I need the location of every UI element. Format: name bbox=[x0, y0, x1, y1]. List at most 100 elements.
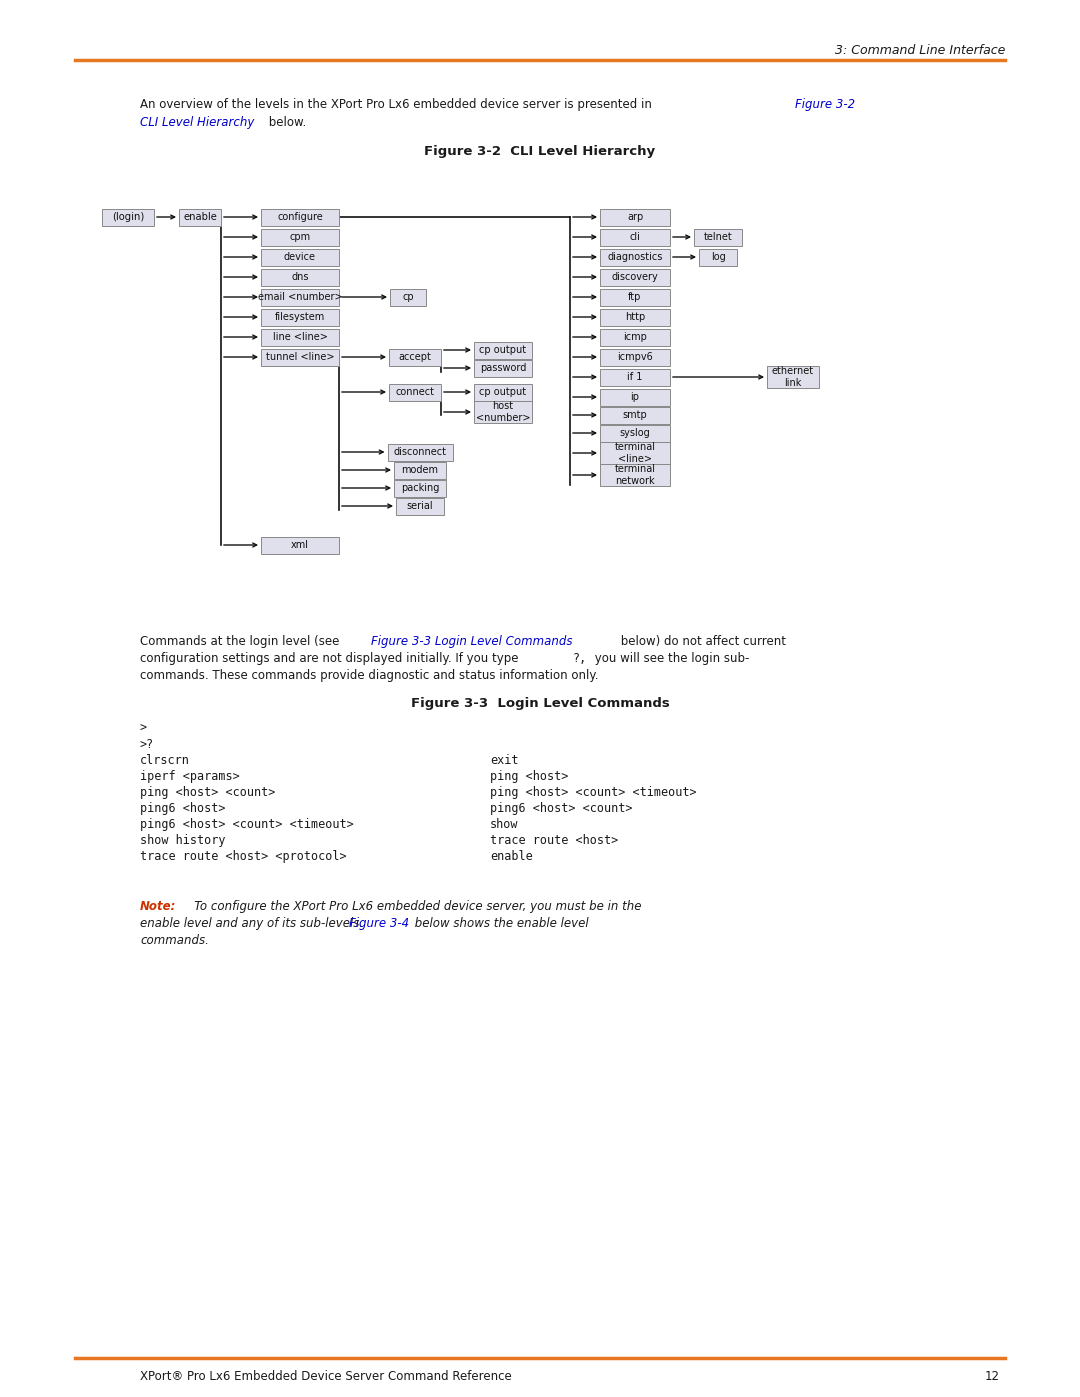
Bar bbox=[474, 359, 532, 377]
Bar bbox=[600, 208, 670, 225]
Bar bbox=[600, 249, 670, 265]
Text: syslog: syslog bbox=[620, 427, 650, 439]
Text: Figure 3-3 Login Level Commands: Figure 3-3 Login Level Commands bbox=[372, 636, 572, 648]
Text: ftp: ftp bbox=[629, 292, 642, 302]
Text: ethernet
link: ethernet link bbox=[772, 366, 814, 388]
Bar bbox=[389, 348, 441, 366]
Text: show history: show history bbox=[140, 834, 226, 847]
Text: icmp: icmp bbox=[623, 332, 647, 342]
Text: terminal
<line>: terminal <line> bbox=[615, 443, 656, 464]
Bar bbox=[699, 249, 737, 265]
Text: email <number>: email <number> bbox=[258, 292, 342, 302]
Text: host
<number>: host <number> bbox=[476, 401, 530, 423]
Bar bbox=[600, 388, 670, 405]
Bar bbox=[600, 407, 670, 423]
Bar bbox=[600, 348, 670, 366]
Bar bbox=[474, 401, 532, 423]
Text: 12: 12 bbox=[985, 1370, 1000, 1383]
Bar bbox=[261, 289, 339, 306]
Text: CLI Level Hierarchy: CLI Level Hierarchy bbox=[140, 116, 255, 129]
Text: terminal
network: terminal network bbox=[615, 464, 656, 486]
Text: diagnostics: diagnostics bbox=[607, 251, 663, 263]
Bar bbox=[261, 328, 339, 345]
Text: serial: serial bbox=[407, 502, 433, 511]
Text: Figure 3-4: Figure 3-4 bbox=[349, 916, 409, 930]
Text: discovery: discovery bbox=[611, 272, 659, 282]
Text: cp: cp bbox=[402, 292, 414, 302]
Bar bbox=[474, 384, 532, 401]
Text: trace route <host>: trace route <host> bbox=[490, 834, 618, 847]
Text: XPort® Pro Lx6 Embedded Device Server Command Reference: XPort® Pro Lx6 Embedded Device Server Co… bbox=[140, 1370, 512, 1383]
Bar bbox=[390, 289, 426, 306]
Bar bbox=[261, 208, 339, 225]
Text: clrscrn: clrscrn bbox=[140, 754, 190, 767]
Bar bbox=[767, 366, 819, 388]
Text: accept: accept bbox=[399, 352, 431, 362]
Text: packing: packing bbox=[401, 483, 440, 493]
Bar bbox=[600, 309, 670, 326]
Bar bbox=[600, 328, 670, 345]
Text: ping6 <host> <count>: ping6 <host> <count> bbox=[490, 802, 633, 814]
Text: trace route <host> <protocol>: trace route <host> <protocol> bbox=[140, 849, 347, 863]
Bar bbox=[179, 208, 221, 225]
Bar bbox=[600, 441, 670, 464]
Text: smtp: smtp bbox=[623, 409, 647, 420]
Text: filesystem: filesystem bbox=[275, 312, 325, 321]
Text: below.: below. bbox=[265, 116, 307, 129]
Text: cpm: cpm bbox=[289, 232, 311, 242]
Text: Figure 3-2  CLI Level Hierarchy: Figure 3-2 CLI Level Hierarchy bbox=[424, 145, 656, 158]
Text: Figure 3-3  Login Level Commands: Figure 3-3 Login Level Commands bbox=[410, 697, 670, 711]
Text: cp output: cp output bbox=[480, 345, 527, 355]
Text: Note:: Note: bbox=[140, 900, 176, 914]
Text: tunnel <line>: tunnel <line> bbox=[266, 352, 334, 362]
Text: enable level and any of its sub-levels.: enable level and any of its sub-levels. bbox=[140, 916, 370, 930]
Text: modem: modem bbox=[402, 465, 438, 475]
Bar bbox=[388, 443, 453, 461]
Text: commands. These commands provide diagnostic and status information only.: commands. These commands provide diagnos… bbox=[140, 669, 598, 682]
Text: configure: configure bbox=[278, 212, 323, 222]
Text: log: log bbox=[711, 251, 726, 263]
Bar bbox=[261, 536, 339, 553]
Bar bbox=[600, 425, 670, 441]
Text: ip: ip bbox=[631, 393, 639, 402]
Text: ping <host> <count> <timeout>: ping <host> <count> <timeout> bbox=[490, 787, 697, 799]
Text: ping <host> <count>: ping <host> <count> bbox=[140, 787, 275, 799]
Text: An overview of the levels in the XPort Pro Lx6 embedded device server is present: An overview of the levels in the XPort P… bbox=[140, 98, 656, 110]
Text: Commands at the login level (see: Commands at the login level (see bbox=[140, 636, 343, 648]
Text: if 1: if 1 bbox=[627, 372, 643, 381]
Bar bbox=[600, 268, 670, 285]
Bar bbox=[394, 479, 446, 496]
Text: exit: exit bbox=[490, 754, 518, 767]
Text: dns: dns bbox=[292, 272, 309, 282]
Text: ?,: ?, bbox=[573, 652, 588, 665]
Bar bbox=[600, 369, 670, 386]
Text: cli: cli bbox=[630, 232, 640, 242]
Bar bbox=[261, 309, 339, 326]
Text: cp output: cp output bbox=[480, 387, 527, 397]
Text: Figure 3-2: Figure 3-2 bbox=[795, 98, 855, 110]
Text: enable: enable bbox=[184, 212, 217, 222]
Bar bbox=[474, 341, 532, 359]
Text: iperf <params>: iperf <params> bbox=[140, 770, 240, 782]
Text: device: device bbox=[284, 251, 316, 263]
Text: line <line>: line <line> bbox=[272, 332, 327, 342]
Text: you will see the login sub-: you will see the login sub- bbox=[591, 652, 750, 665]
Text: commands.: commands. bbox=[140, 935, 208, 947]
Bar bbox=[694, 229, 742, 246]
Text: ping6 <host> <count> <timeout>: ping6 <host> <count> <timeout> bbox=[140, 819, 354, 831]
Text: arp: arp bbox=[626, 212, 643, 222]
Bar bbox=[261, 268, 339, 285]
Text: telnet: telnet bbox=[704, 232, 732, 242]
Text: configuration settings and are not displayed initially. If you type: configuration settings and are not displ… bbox=[140, 652, 523, 665]
Text: ping <host>: ping <host> bbox=[490, 770, 568, 782]
Text: 3: Command Line Interface: 3: Command Line Interface bbox=[835, 43, 1005, 56]
Text: enable: enable bbox=[490, 849, 532, 863]
Bar bbox=[394, 461, 446, 479]
Text: (login): (login) bbox=[112, 212, 144, 222]
Bar bbox=[600, 464, 670, 486]
Text: password: password bbox=[480, 363, 526, 373]
Text: connect: connect bbox=[395, 387, 434, 397]
Text: To configure the XPort Pro Lx6 embedded device server, you must be in the: To configure the XPort Pro Lx6 embedded … bbox=[183, 900, 642, 914]
Bar bbox=[600, 229, 670, 246]
Text: xml: xml bbox=[291, 541, 309, 550]
